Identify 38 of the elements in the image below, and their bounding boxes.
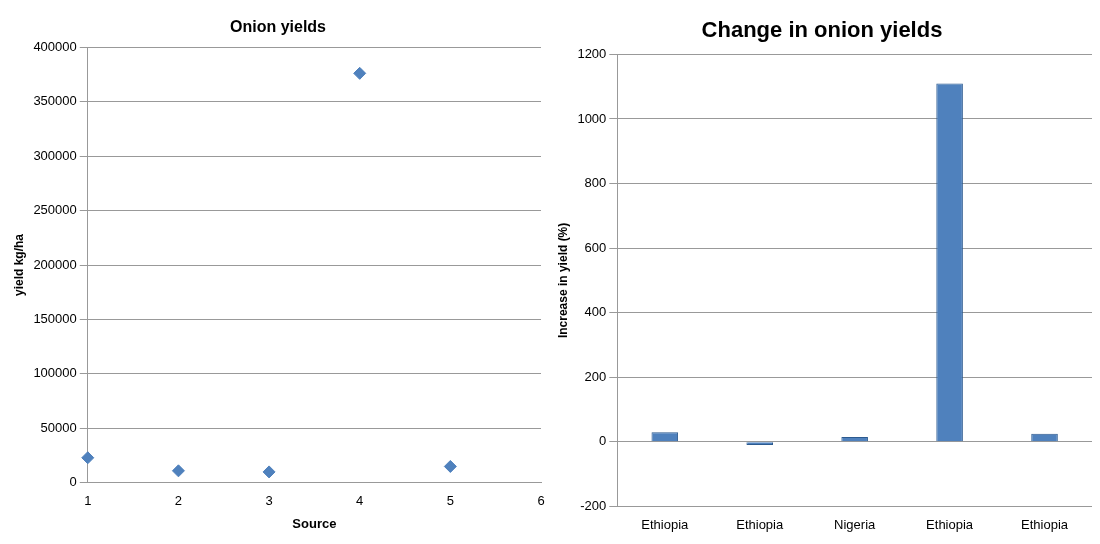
x-tick-label: 6 xyxy=(537,493,545,509)
point xyxy=(262,465,276,479)
y-tick-label: 400 xyxy=(584,304,607,320)
y-tick-label: 100000 xyxy=(33,365,77,381)
y-tick-label: 200 xyxy=(584,368,607,384)
x-tick-label: Ethiopia xyxy=(736,516,784,532)
chart-title: Onion yields xyxy=(229,18,327,36)
y-axis-title: Increase in yield (%) xyxy=(555,222,570,339)
y-tick-label: 400000 xyxy=(33,38,77,54)
y-tick-label: 0 xyxy=(69,474,77,490)
y-tick-label: 600 xyxy=(584,239,607,255)
y-tick-label: 350000 xyxy=(33,93,77,109)
x-tick-label: Ethiopia xyxy=(926,516,974,532)
y-tick-label: 250000 xyxy=(33,202,77,218)
x-tick-label: 4 xyxy=(356,493,364,509)
y-tick-label: 300000 xyxy=(33,147,77,163)
y-tick-label: 0 xyxy=(599,433,607,449)
x-tick-label: Ethiopia xyxy=(641,516,690,532)
y-axis-title: yield kg/ha xyxy=(11,233,26,297)
y-tick-label: 1200 xyxy=(577,45,607,61)
x-tick-label: 2 xyxy=(174,493,183,509)
chart-title: Change in onion yields xyxy=(701,17,943,43)
y-tick-label: 800 xyxy=(584,175,607,191)
point xyxy=(171,464,185,478)
x-tick-label: 3 xyxy=(265,493,273,509)
point xyxy=(81,451,95,465)
point xyxy=(443,459,457,473)
x-tick-label: 1 xyxy=(84,493,92,509)
y-tick-label: 200000 xyxy=(33,256,77,272)
y-tick-label: -200 xyxy=(580,497,607,513)
y-tick-label: 150000 xyxy=(33,311,77,327)
point xyxy=(353,66,367,80)
x-tick-label: Ethiopia xyxy=(1021,516,1069,532)
x-tick-label: 5 xyxy=(446,493,454,509)
y-tick-label: 50000 xyxy=(40,419,77,435)
x-tick-label: Nigeria xyxy=(834,516,877,532)
x-axis-title: Source xyxy=(292,515,337,531)
y-tick-label: 1000 xyxy=(577,110,607,126)
